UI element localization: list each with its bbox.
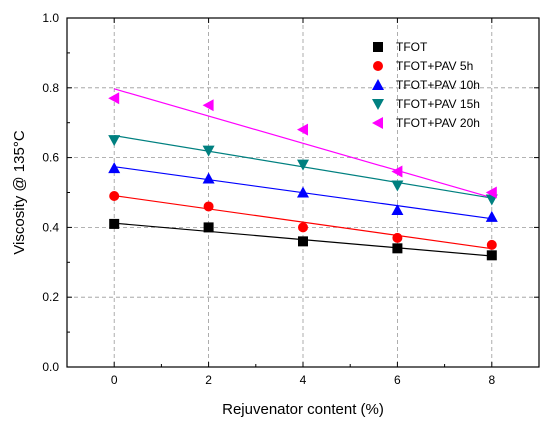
- legend-marker: [373, 42, 383, 52]
- x-axis-title: Rejuvenator content (%): [222, 401, 384, 418]
- legend-marker: [372, 117, 383, 129]
- data-point-series-0: [486, 250, 497, 261]
- data-point-series-0: [203, 222, 214, 233]
- data-point-series-1: [392, 232, 403, 243]
- data-point-series-3: [108, 135, 121, 147]
- fit-line-series-4: [114, 88, 492, 199]
- data-point-series-3: [202, 145, 215, 157]
- y-tick-label: 0.8: [42, 81, 59, 95]
- data-point-series-1: [486, 239, 497, 250]
- y-axis-title: Viscosity @ 135°C: [11, 130, 28, 254]
- data-point-series-1: [203, 201, 214, 212]
- x-tick-label: 4: [300, 373, 307, 387]
- data-point-series-0: [109, 218, 120, 229]
- x-tick-label: 6: [394, 373, 401, 387]
- data-point-series-3: [297, 159, 309, 171]
- grid: [67, 18, 539, 367]
- legend-marker: [373, 61, 383, 71]
- legend-label: TFOT: [396, 40, 428, 54]
- data-point-series-4: [297, 123, 308, 136]
- legend-marker: [372, 79, 384, 90]
- x-tick-label: 8: [488, 373, 495, 387]
- data-point-series-2: [297, 186, 309, 198]
- data-point-series-2: [202, 172, 215, 184]
- data-point-series-2: [485, 210, 498, 222]
- data-point-series-4: [391, 165, 403, 178]
- data-point-series-1: [109, 190, 120, 201]
- data-point-series-2: [108, 162, 121, 174]
- y-tick-label: 1.0: [42, 11, 59, 25]
- y-tick-label: 0.2: [42, 290, 59, 304]
- data-points: [108, 92, 498, 261]
- legend-label: TFOT+PAV 10h: [396, 78, 480, 92]
- axes: 0 2 4 6 8 0.0 0.2 0.4 0.6 0.8 1.0: [42, 11, 540, 387]
- data-point-series-4: [108, 92, 120, 105]
- data-point-series-2: [391, 203, 404, 215]
- legend-label: TFOT+PAV 20h: [396, 116, 480, 130]
- x-tick-label: 2: [205, 373, 212, 387]
- data-point-series-1: [298, 222, 308, 233]
- legend: TFOT TFOT+PAV 5h TFOT+PAV 10h TFOT+PAV 15h T…: [372, 40, 480, 130]
- legend-label: TFOT+PAV 5h: [396, 59, 473, 73]
- data-point-series-0: [392, 243, 403, 254]
- x-tick-label: 0: [111, 373, 118, 387]
- legend-label: TFOT+PAV 15h: [396, 97, 480, 111]
- data-point-series-3: [391, 180, 404, 192]
- legend-marker: [372, 99, 384, 110]
- y-tick-label: 0.6: [42, 151, 59, 165]
- y-tick-label: 0.4: [42, 220, 59, 234]
- fit-line-series-1: [114, 195, 492, 250]
- data-point-series-4: [202, 99, 214, 112]
- data-point-series-0: [298, 236, 308, 247]
- data-point-series-4: [485, 186, 497, 199]
- y-tick-label: 0.0: [42, 360, 59, 374]
